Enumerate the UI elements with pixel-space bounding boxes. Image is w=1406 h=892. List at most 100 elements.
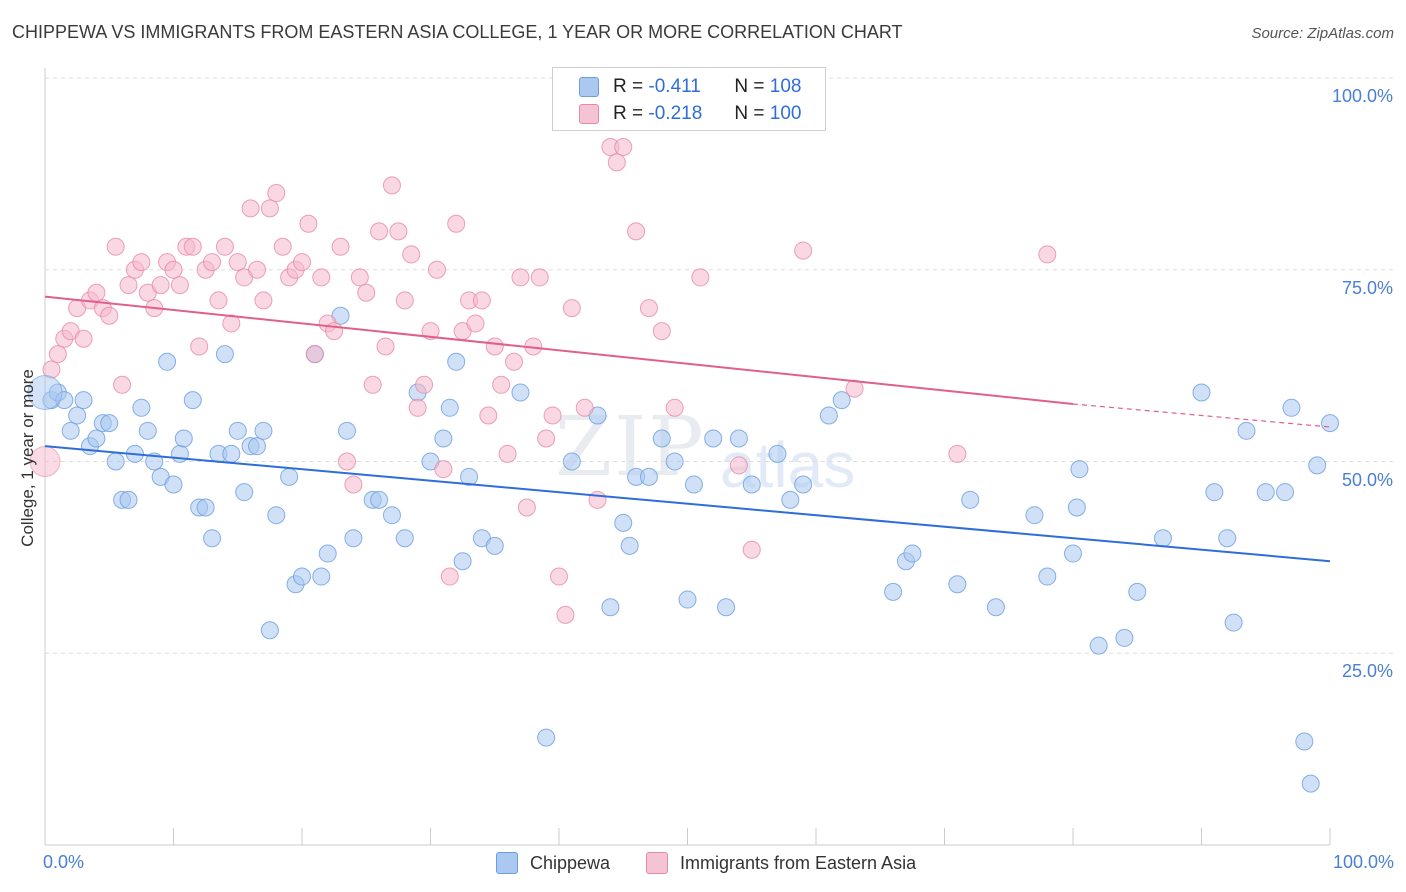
data-point <box>543 406 562 425</box>
data-point <box>382 506 401 525</box>
data-point <box>1128 582 1147 601</box>
data-point <box>48 345 67 364</box>
data-point <box>511 383 530 402</box>
data-point <box>113 375 132 394</box>
data-point <box>183 391 202 410</box>
data-point <box>337 421 356 440</box>
data-point <box>652 322 671 341</box>
data-point <box>382 176 401 195</box>
data-point <box>370 490 389 509</box>
data-point <box>222 314 241 333</box>
data-point <box>530 268 549 287</box>
series-legend-eastern-asia[interactable]: Immigrants from Eastern Asia <box>646 852 916 874</box>
data-point <box>87 429 106 448</box>
data-point <box>222 444 241 463</box>
data-point <box>27 374 63 410</box>
data-point <box>415 375 434 394</box>
data-point <box>511 268 530 287</box>
legend-n-value: 108 <box>769 76 802 97</box>
data-point <box>427 260 446 279</box>
data-point <box>254 421 273 440</box>
data-point <box>1224 613 1243 632</box>
data-point <box>485 337 504 356</box>
data-point <box>961 490 980 509</box>
data-point <box>106 237 125 256</box>
data-point <box>293 253 311 272</box>
series-legend-chippewa[interactable]: Chippewa <box>496 852 610 874</box>
data-point <box>170 276 189 295</box>
data-point <box>267 506 286 525</box>
data-point <box>1321 414 1339 433</box>
data-point <box>768 444 787 463</box>
data-point <box>492 375 511 394</box>
x-tick-label: 0.0% <box>43 852 85 872</box>
data-point <box>1192 383 1211 402</box>
data-point <box>164 475 183 494</box>
data-point <box>639 467 658 486</box>
y-tick-label: 75.0% <box>1341 277 1393 298</box>
data-point <box>344 529 363 548</box>
data-point <box>395 529 414 548</box>
data-point <box>305 345 324 364</box>
data-point <box>299 214 318 233</box>
data-point <box>794 475 813 494</box>
data-point <box>260 621 279 640</box>
data-point <box>794 241 813 260</box>
data-point <box>408 398 427 417</box>
series-name: Immigrants from Eastern Asia <box>680 852 917 873</box>
legend-r-label: R = <box>613 76 644 97</box>
series-swatch-blue <box>496 852 518 874</box>
legend-swatch-pink <box>579 104 599 124</box>
data-point <box>742 540 761 559</box>
data-point <box>517 498 536 517</box>
data-point <box>1295 732 1314 751</box>
data-point <box>1218 529 1237 548</box>
data-point <box>479 406 498 425</box>
data-point <box>74 329 93 348</box>
data-point <box>164 260 183 279</box>
data-point <box>325 322 344 341</box>
data-point <box>434 460 453 479</box>
data-point <box>447 352 466 371</box>
data-point <box>627 222 646 241</box>
data-point <box>537 429 556 448</box>
data-point <box>652 429 671 448</box>
data-point <box>729 456 748 475</box>
series-swatch-pink <box>646 852 668 874</box>
data-point <box>421 322 440 341</box>
data-point <box>254 291 273 310</box>
data-point <box>203 253 222 272</box>
data-point <box>453 552 472 571</box>
data-point <box>729 429 748 448</box>
data-point <box>440 567 459 586</box>
data-point <box>472 291 491 310</box>
data-point <box>562 452 581 471</box>
data-point <box>331 237 350 256</box>
data-point <box>588 490 607 509</box>
data-point <box>241 199 260 218</box>
data-point <box>158 352 177 371</box>
data-point <box>948 444 967 463</box>
data-point <box>1067 498 1086 517</box>
data-point <box>280 467 299 486</box>
legend-r-label: R = <box>613 103 644 124</box>
data-point <box>948 575 967 594</box>
data-point <box>183 237 202 256</box>
trend-line-eastern-asia <box>44 295 1074 405</box>
data-point <box>344 475 363 494</box>
data-point <box>228 253 247 272</box>
data-point <box>209 291 228 310</box>
data-point <box>845 379 864 398</box>
data-point <box>228 421 247 440</box>
data-point <box>1276 483 1295 502</box>
data-point <box>273 237 292 256</box>
data-point <box>106 452 125 471</box>
data-point <box>151 276 170 295</box>
data-point <box>337 452 356 471</box>
correlation-legend: R = -0.411 N = 108 R = -0.218 N = 100 <box>552 67 826 131</box>
data-point <box>440 398 459 417</box>
data-point <box>267 184 286 203</box>
data-point <box>550 567 568 586</box>
data-point <box>601 598 620 617</box>
